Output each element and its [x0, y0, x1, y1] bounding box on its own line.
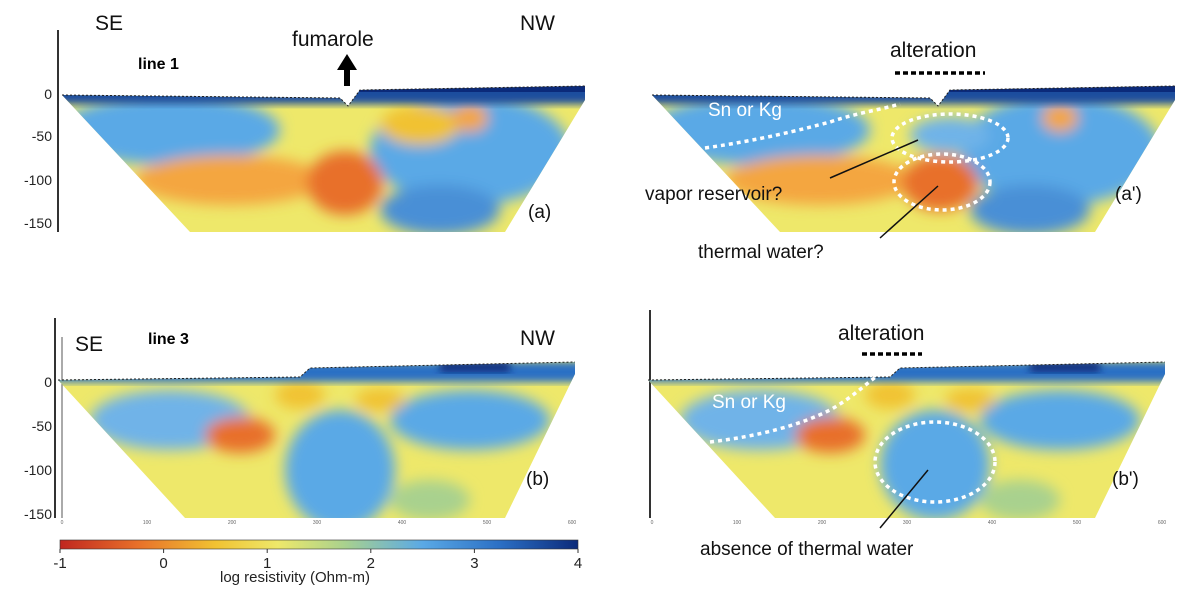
- se-label-top: SE: [95, 12, 123, 35]
- distance-tick-label: 400: [398, 520, 407, 526]
- section-line1-panel-a: [57, 30, 586, 232]
- nw-label-top: NW: [520, 12, 555, 35]
- resistivity-section-a: [62, 86, 585, 232]
- resistivity-section-a-prime: [652, 86, 1175, 232]
- colorbar-tick-label: 0: [159, 555, 167, 572]
- distance-tick-label: 500: [483, 520, 492, 526]
- distance-tick-label: 200: [818, 520, 827, 526]
- depth-ticks-a: 0 -50 -100 -150: [24, 86, 52, 231]
- fumarole-label: fumarole: [292, 28, 374, 51]
- absence-leader-line: [879, 469, 929, 529]
- thermal-water-outline: [892, 152, 992, 212]
- thermal-water-absence-outline: [873, 420, 997, 504]
- depth-tick-label: -50: [32, 128, 52, 144]
- depth-tick-label: -150: [24, 506, 52, 522]
- line1-label: line 1: [138, 56, 179, 73]
- distance-tick-label: 300: [313, 520, 322, 526]
- depth-ticks-b: 0 -50 -100 -150: [24, 374, 52, 522]
- distance-tick-label: 100: [733, 520, 742, 526]
- distance-tick-labels: 0 100 200 300 400 500 600: [651, 520, 1167, 526]
- resistivity-section-b: [58, 362, 575, 518]
- sn-kg-boundary-top: [704, 102, 901, 150]
- vapor-leader-line: [829, 139, 919, 179]
- vapor-reservoir-outline: [890, 112, 1010, 164]
- sn-kg-label-top: Sn or Kg: [708, 100, 782, 121]
- panel-label-a: (a): [528, 202, 551, 223]
- distance-tick-label: 0: [651, 520, 654, 526]
- alteration-label-bottom: alteration: [838, 322, 924, 345]
- depth-tick-label: -100: [24, 172, 52, 188]
- colorbar-label: log resistivity (Ohm-m): [220, 569, 370, 586]
- panel-label-b: (b): [526, 469, 549, 490]
- panel-label-a-prime: (a'): [1115, 184, 1142, 205]
- distance-tick-label: 600: [1158, 520, 1167, 526]
- depth-tick-label: 0: [44, 86, 52, 102]
- depth-tick-label: -50: [32, 418, 52, 434]
- distance-tick-labels: 0 100 200 300 400 500 600: [61, 520, 577, 526]
- distance-tick-label: 600: [568, 520, 577, 526]
- colorbar-tick-label: 3: [470, 555, 478, 572]
- fumarole-arrow-icon: [337, 54, 357, 86]
- se-label-bottom: SE: [75, 333, 103, 356]
- alteration-label-top: alteration: [890, 39, 976, 62]
- colorbar-gradient: [59, 539, 579, 550]
- thermal-water-label: thermal water?: [698, 242, 824, 263]
- distance-tick-label: 500: [1073, 520, 1082, 526]
- depth-tick-label: 0: [44, 374, 52, 390]
- vapor-reservoir-label: vapor reservoir?: [645, 184, 782, 205]
- depth-tick-label: -100: [24, 462, 52, 478]
- absence-thermal-water-label: absence of thermal water: [700, 539, 914, 560]
- panel-label-b-prime: (b'): [1112, 469, 1139, 490]
- distance-tick-label: 0: [61, 520, 64, 526]
- colorbar-tick-label: 2: [367, 555, 375, 572]
- sn-kg-label-bottom: Sn or Kg: [712, 392, 786, 413]
- section-line1-panel-a-prime: [651, 71, 1176, 239]
- colorbar-tick-label: -1: [53, 555, 66, 572]
- colorbar-tick-label: 1: [263, 555, 271, 572]
- distance-tick-label: 100: [143, 520, 152, 526]
- colorbar-ticks: -1 0 1 2 3 4: [53, 549, 582, 572]
- nw-label-bottom: NW: [520, 327, 555, 350]
- colorbar-tick-label: 4: [574, 555, 582, 572]
- colorbar: -1 0 1 2 3 4 log resistivity (Ohm-m): [53, 539, 582, 586]
- distance-tick-label: 300: [903, 520, 912, 526]
- distance-tick-label: 400: [988, 520, 997, 526]
- depth-tick-label: -150: [24, 215, 52, 231]
- sn-kg-boundary-bottom: [709, 368, 886, 444]
- distance-tick-label: 200: [228, 520, 237, 526]
- line3-label: line 3: [148, 331, 189, 348]
- thermal-leader-line: [879, 185, 939, 239]
